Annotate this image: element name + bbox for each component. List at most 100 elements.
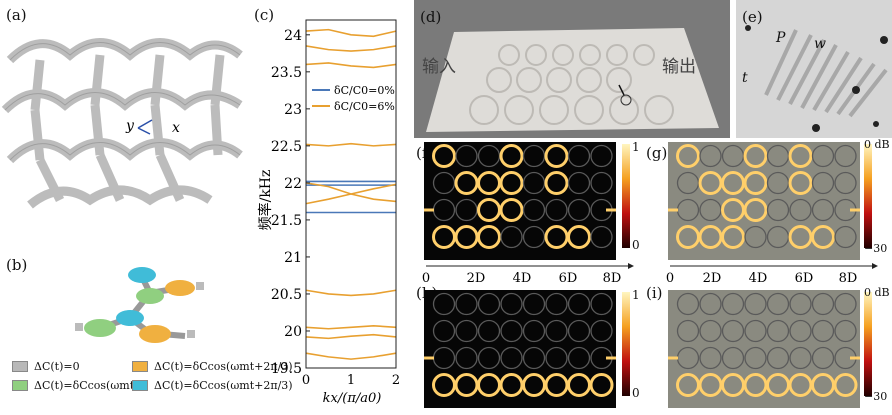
ring-resonator [834,225,857,249]
ring-resonator [788,373,813,397]
ring-resonator [522,373,546,397]
ring-resonator [477,319,501,343]
ring-resonator [788,225,813,249]
ring-resonator [544,171,569,195]
band-line-s1-3 [305,142,397,147]
x-tick: 0 [666,271,674,286]
ring-resonator [676,373,700,397]
legend-item-static: ΔC(t)=0 [12,360,80,373]
ring-resonator [721,225,745,249]
legend-item-cyan: ΔC(t)=δCcos(ωmt+2π/3) [132,379,293,392]
ring-resonator [766,292,790,316]
ring-resonator [567,373,591,397]
ring-resonator [744,346,767,370]
ring-resonator [432,198,456,222]
x-tick: 6D [559,271,578,286]
colorbar-h-bottom: 0 [632,386,640,400]
ring-resonator [743,198,768,222]
legend-label: δC/C0=0% [334,84,395,97]
ring-resonator [699,144,722,168]
ring-resonator [499,171,524,195]
ring-resonator [567,319,591,343]
panel-d-label: (d) [420,8,442,26]
legend-text: ΔC(t)=δCcos(ωmt+2π/3) [154,379,293,392]
band-line-s1-1 [305,45,397,52]
ring-resonator [477,144,501,168]
x-tick-label: 2 [392,373,400,388]
ring-resonator [743,144,768,168]
legend-swatch-orange [132,361,148,372]
ring-resonator [811,225,835,249]
ring-resonator [766,171,790,195]
y-tick-label: 24 [284,28,302,44]
y-axis-label: 频率/kHz [257,170,274,231]
ring-resonator [545,346,568,370]
x-tick: 2D [703,271,722,286]
ring-resonator [766,346,790,370]
ring-resonator [811,198,835,222]
axis-y-label: y [125,118,135,134]
ring-resonator [699,319,722,343]
ring-resonator [789,198,812,222]
ring-resonator [477,171,501,195]
ring-resonator [500,319,523,343]
legend-item-orange: ΔC(t)=δCcos(ωmt+2π/3) [132,360,293,373]
ring-resonator [811,373,835,397]
x-axis-gi: 0 2D 4D 6D 8D [666,263,878,286]
y-tick-label: 23 [284,102,302,118]
ring-resonator [698,373,723,397]
ring-resonator [454,171,479,195]
y-tick-label: 22 [284,176,302,192]
ring-resonator [567,198,591,222]
ring-resonator [676,225,700,249]
sample-photo [426,28,719,132]
zoom-photo [745,25,888,132]
ring-resonator [698,225,723,249]
field-map-g [668,142,860,260]
ring-resonator [567,346,591,370]
ring-resonator [545,292,568,316]
ring-resonator [721,319,745,343]
x-tick: 4D [513,271,532,286]
x-tick: 0 [422,271,430,286]
ring-resonator [834,171,857,195]
ring-resonator [432,373,456,397]
ring-resonator [743,171,768,195]
ring-resonator [590,225,613,249]
panel-g-label: (g) [646,144,668,162]
ring-resonator [455,198,478,222]
ring-resonator [567,144,591,168]
band-line-s1-9 [305,352,397,360]
band-line-s1-2 [305,62,397,69]
ring-resonator [698,171,723,195]
ring-resonator [589,373,614,397]
ring-resonator [544,144,569,168]
ring-resonator [432,225,456,249]
ring-resonator [545,198,568,222]
legend-item-green: ΔC(t)=δCcos(ωmt) [12,379,138,392]
colorbar-f [622,144,630,248]
ring-resonator [833,373,858,397]
legend-text: ΔC(t)=δCcos(ωmt+2π/3) [154,360,293,373]
ring-resonator [721,292,745,316]
band-line-s1-8 [305,333,397,340]
ring-resonator [500,292,523,316]
ring-resonator [744,225,767,249]
colorbar-g-bottom: −30 [864,242,888,255]
ring-resonator [432,144,456,168]
ring-resonator [455,319,478,343]
ring-resonator [766,373,790,397]
ring-resonator [477,292,501,316]
ring-resonator [590,292,613,316]
p-label: P [776,30,786,46]
legend-text: ΔC(t)=0 [34,360,80,373]
ring-resonator [499,198,524,222]
ring-resonator [699,346,722,370]
ring-resonator [743,373,768,397]
legend-swatch-grey [12,361,28,372]
field-map-i [668,290,860,408]
panel-b: (b) ΔC(t)=0 ΔC(t)=δCcos(ωmt+2π/3) ΔC(t)=… [0,248,293,415]
ring-resonator [522,319,546,343]
ring-resonator [699,292,722,316]
ring-resonator [567,225,591,249]
